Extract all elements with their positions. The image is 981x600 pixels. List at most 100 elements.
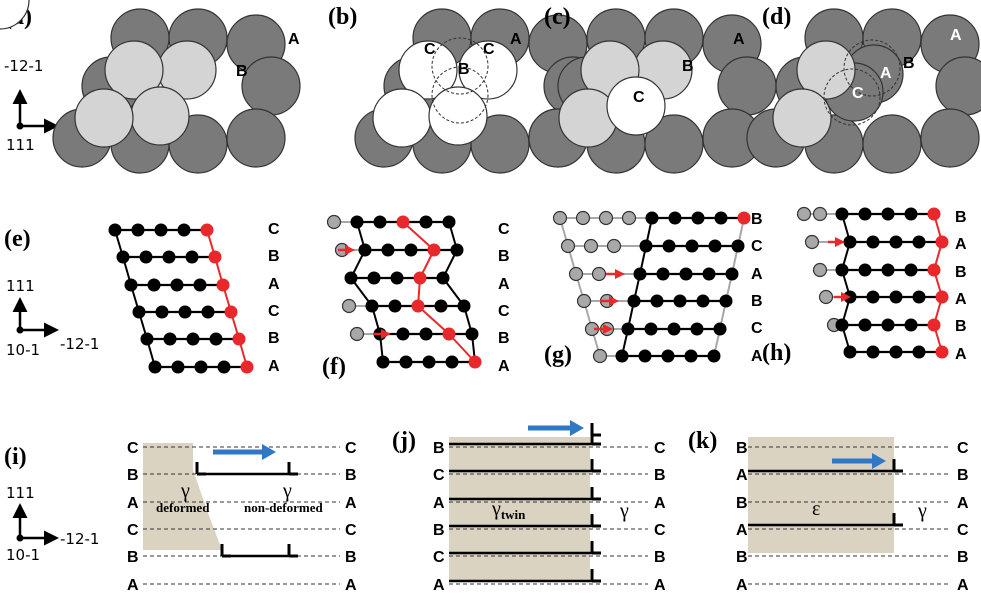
atom <box>217 360 231 374</box>
atom <box>376 355 390 369</box>
atom <box>108 223 122 237</box>
white-atom <box>606 76 666 136</box>
panel-h: (h) B A B A B A <box>762 206 967 366</box>
atom <box>638 349 652 363</box>
atom <box>404 243 418 257</box>
layer-letter: A <box>498 358 510 375</box>
atom <box>419 215 433 229</box>
red-atom <box>927 318 941 332</box>
epsilon-region <box>748 437 894 553</box>
lattice-f <box>326 214 482 369</box>
dark-atom <box>241 56 301 116</box>
ghost-atom <box>568 266 584 282</box>
atom <box>673 294 687 308</box>
layer-letter: B <box>736 440 748 457</box>
red-atom <box>411 299 425 313</box>
red-atom <box>927 207 941 221</box>
atom-letter-C: C <box>852 85 864 102</box>
atom <box>422 355 436 369</box>
ghost-atom <box>606 238 622 254</box>
red-atom <box>413 271 427 285</box>
atom <box>667 322 681 336</box>
atom-letter-A: A <box>510 31 522 48</box>
red-atom <box>232 332 246 346</box>
layer-letter: B <box>736 549 748 566</box>
layer-letter: B <box>654 467 666 484</box>
layer-letter: A <box>957 577 969 594</box>
atom <box>731 239 745 253</box>
red-atom <box>200 223 214 237</box>
layer-labels-j-left: B C A B C A <box>433 440 445 594</box>
atom <box>685 239 699 253</box>
atom <box>858 207 872 221</box>
atom-letter-C: C <box>483 41 495 58</box>
atom <box>396 327 410 341</box>
atom <box>656 267 670 281</box>
light-atom <box>796 40 856 100</box>
ghost-atom <box>341 298 357 314</box>
layer-letter: C <box>654 522 666 539</box>
atom <box>132 305 146 319</box>
schematic-i <box>143 446 340 585</box>
layer-letter: B <box>433 522 445 539</box>
atom <box>661 349 675 363</box>
layer-labels-k-right: C B A C B A <box>957 440 969 594</box>
panel-c: (c) A B C <box>528 4 777 174</box>
atom-letter-B: B <box>236 63 248 80</box>
atom <box>835 318 849 332</box>
panel-d-label: (d) <box>762 4 791 30</box>
atom <box>889 345 903 359</box>
atom <box>445 355 459 369</box>
atom <box>866 235 880 249</box>
shear-arrowhead <box>872 453 886 469</box>
atom <box>163 332 177 346</box>
dashed-outline <box>823 68 881 126</box>
ghost-atom <box>326 214 342 230</box>
axes-middle: 111 -12-1 10-1 <box>6 277 99 359</box>
axis-origin-dot <box>16 122 24 130</box>
atom <box>193 278 207 292</box>
ghost-atom <box>583 238 599 254</box>
layer-letter: A <box>127 577 139 594</box>
ghost-atom <box>592 348 608 364</box>
layer-letter: C <box>433 549 445 566</box>
white-atom <box>398 40 458 100</box>
lattice-e <box>108 223 254 374</box>
atom <box>662 239 676 253</box>
layer-labels-f: C B A C B A <box>498 221 510 375</box>
epsilon-label: ε <box>812 498 820 520</box>
light-atom <box>772 88 832 148</box>
white-atom <box>372 88 432 148</box>
atom <box>381 243 395 257</box>
layer-labels-e: C B A C B A <box>268 221 280 375</box>
layer-letter: A <box>736 577 748 594</box>
atom-letter-B: B <box>903 55 915 72</box>
atom <box>702 267 716 281</box>
atom <box>633 267 647 281</box>
layer-letter: B <box>498 248 510 265</box>
axis-horizontal-label: -12-1 <box>60 530 99 548</box>
atom <box>450 243 464 257</box>
red-atom <box>216 278 230 292</box>
red-atom <box>468 355 482 369</box>
deformed-region <box>143 443 222 550</box>
atom <box>442 215 456 229</box>
layer-letter: C <box>498 221 510 238</box>
panel-j-label: (j) <box>392 428 416 454</box>
layer-letter: A <box>345 495 357 512</box>
schematic-j <box>449 423 648 585</box>
layer-letter: A <box>268 358 280 375</box>
panel-a: (a) -12-1 10-1 111 A B <box>4 4 301 174</box>
red-atom <box>208 250 222 264</box>
atom <box>615 349 629 363</box>
layer-letter: A <box>654 495 666 512</box>
lattice-h <box>796 206 949 359</box>
layer-letter: C <box>751 320 763 337</box>
layer-letter: A <box>957 495 969 512</box>
panel-i: (i) 111 -12-1 10-1 γ γ deformed non-defo… <box>4 440 357 594</box>
atom <box>171 360 185 374</box>
layer-letter: B <box>955 318 967 335</box>
atom <box>178 305 192 319</box>
atom <box>155 305 169 319</box>
